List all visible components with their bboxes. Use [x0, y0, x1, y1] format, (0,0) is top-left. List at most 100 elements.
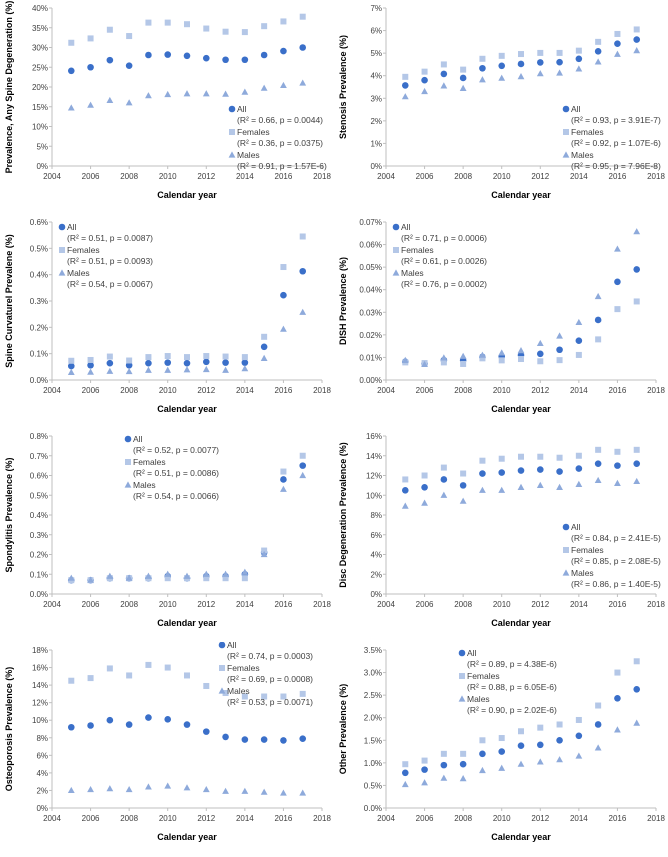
- data-point: [126, 33, 133, 40]
- data-point: [479, 55, 486, 62]
- data-point: [87, 35, 94, 42]
- y-tick-label: 12%: [32, 699, 48, 708]
- y-tick-label: 10%: [32, 123, 48, 132]
- y-tick-label: 0.5%: [30, 244, 48, 253]
- data-point: [184, 354, 190, 361]
- data-point: [106, 572, 114, 579]
- data-point: [299, 690, 306, 697]
- legend-marker-females: [59, 247, 65, 253]
- data-point: [145, 783, 152, 790]
- y-tick-label: 0.6%: [30, 472, 48, 481]
- data-point: [260, 343, 268, 351]
- data-point: [87, 675, 94, 682]
- data-point: [594, 292, 602, 300]
- legend-marker-males: [392, 269, 400, 276]
- data-point: [67, 574, 75, 581]
- chart-svg: 0.0% 0.5% 1.0% 1.5% 2.0% 2.5% 3.0% 3.5% 2004 2006…: [338, 646, 665, 842]
- legend-marker-females: [393, 247, 399, 253]
- x-tick-label: 2018: [313, 814, 331, 823]
- data-point: [440, 354, 448, 361]
- data-point: [440, 491, 448, 498]
- data-point: [184, 672, 190, 679]
- data-point: [299, 233, 306, 240]
- y-tick-label: 2%: [370, 117, 382, 126]
- legend-label-females: Females: [571, 545, 604, 555]
- legend-marker-all: [228, 105, 236, 113]
- data-point: [67, 104, 75, 111]
- data-point: [440, 464, 447, 471]
- x-tick-label: 2006: [416, 172, 434, 181]
- data-point: [280, 264, 287, 271]
- data-point: [106, 56, 114, 64]
- data-point: [614, 726, 621, 733]
- y-tick-label: 0.1%: [30, 570, 48, 579]
- data-point: [401, 780, 409, 788]
- data-point: [614, 278, 621, 286]
- x-tick-label: 2018: [647, 814, 665, 823]
- legend-marker-females: [219, 665, 225, 671]
- y-tick-label: 8%: [370, 511, 382, 520]
- x-tick-label: 2008: [454, 172, 472, 181]
- y-tick-label: 0.00%: [359, 376, 382, 385]
- legend-stats-males: (R² = 0.53, p = 0.0071): [227, 697, 313, 707]
- legend-stats-all: (R² = 0.74, p = 0.0003): [227, 651, 313, 661]
- data-point: [556, 58, 563, 66]
- legend-stats-all: (R² = 0.52, p = 0.0077): [133, 445, 219, 455]
- data-point: [459, 352, 467, 359]
- legend-label-all: All: [237, 104, 247, 114]
- legend-stats-males: (R² = 0.54, p = 0.0067): [67, 279, 153, 289]
- data-point: [67, 362, 75, 370]
- data-point: [87, 101, 94, 108]
- y-tick-label: 3.0%: [364, 669, 382, 678]
- data-point: [479, 355, 486, 362]
- legend: All(R² = 0.71, p = 0.0006)Females(R² = 0…: [392, 222, 487, 289]
- data-point: [106, 96, 114, 104]
- y-tick-label: 16%: [32, 664, 48, 673]
- series-females: [402, 298, 640, 367]
- data-point: [460, 66, 467, 73]
- data-point: [614, 448, 621, 455]
- y-tick-label: 0.4%: [30, 511, 48, 520]
- legend-label-females: Females: [571, 127, 604, 137]
- data-point: [498, 357, 505, 364]
- data-point: [440, 761, 448, 769]
- data-point: [280, 325, 287, 332]
- data-point: [164, 664, 171, 671]
- chart-stenosis: 0% 1% 2% 3% 4% 5% 6% 7% 2004 2006 2008 2010 2012 2014…: [334, 0, 668, 214]
- x-tick-label: 2014: [570, 386, 588, 395]
- data-point: [299, 13, 306, 20]
- data-point: [401, 487, 409, 494]
- data-point: [183, 52, 191, 60]
- series-males: [67, 471, 307, 583]
- data-point: [614, 669, 621, 676]
- y-tick-label: 16%: [366, 432, 382, 441]
- x-tick-label: 2008: [454, 814, 472, 823]
- legend-label-males: Males: [571, 568, 594, 578]
- x-tick-label: 2016: [609, 386, 627, 395]
- data-point: [517, 347, 525, 354]
- data-point: [125, 721, 133, 728]
- chart-svg: 0.0% 0.1% 0.2% 0.3% 0.4% 0.5% 0.6% 0.7% 0.8% 2004…: [4, 432, 331, 628]
- data-point: [260, 51, 268, 59]
- legend-label-all: All: [133, 434, 143, 444]
- legend-marker-males: [218, 687, 226, 694]
- x-tick-label: 2010: [159, 386, 177, 395]
- legend: All(R² = 0.66, p = 0.0044)Females(R² = 0…: [228, 104, 327, 171]
- data-point: [421, 76, 428, 84]
- x-tick-label: 2014: [236, 600, 254, 609]
- data-point: [241, 575, 248, 582]
- data-point: [556, 756, 563, 763]
- data-point: [164, 51, 172, 58]
- data-point: [222, 90, 229, 97]
- data-point: [518, 356, 524, 363]
- data-point: [460, 360, 467, 367]
- data-point: [479, 76, 486, 83]
- data-point: [260, 550, 268, 558]
- data-point: [556, 346, 563, 354]
- legend-stats-males: (R² = 0.91, p = 1.57E-6): [237, 161, 327, 171]
- data-point: [67, 723, 75, 731]
- x-tick-label: 2012: [531, 386, 549, 395]
- legend-marker-males: [58, 269, 66, 276]
- data-point: [87, 63, 94, 71]
- data-point: [202, 785, 210, 793]
